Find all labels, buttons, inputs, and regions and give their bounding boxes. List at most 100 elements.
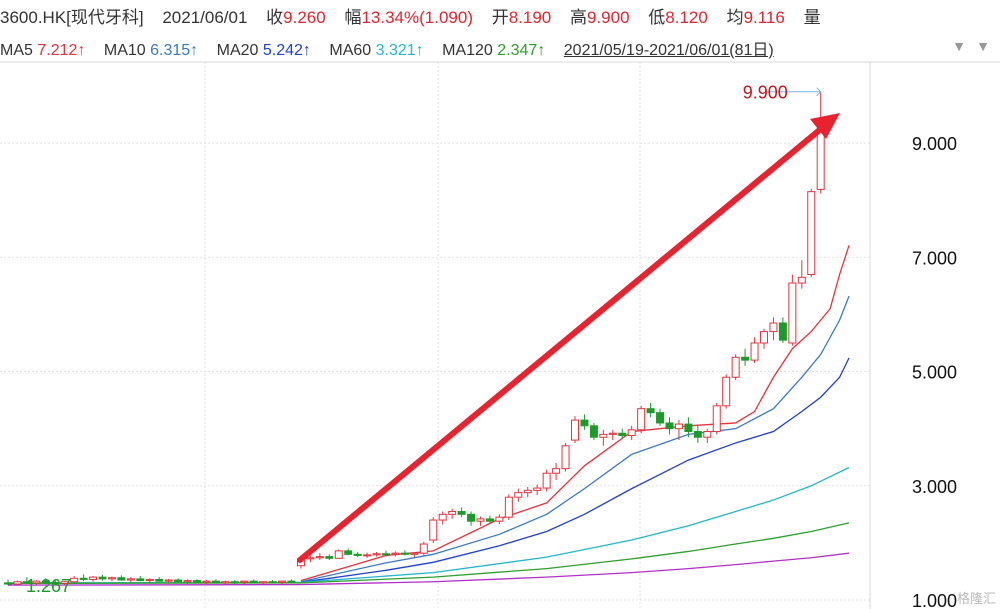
candle bbox=[750, 337, 759, 363]
ma10-value: 6.315↑ bbox=[150, 42, 199, 59]
candle-body bbox=[79, 577, 88, 580]
candle-body bbox=[249, 580, 258, 584]
candle-body bbox=[22, 581, 31, 584]
candle-body bbox=[126, 578, 135, 581]
candle bbox=[193, 578, 201, 583]
candle bbox=[325, 554, 334, 561]
candle-body bbox=[495, 516, 504, 522]
quote-date: 2021/06/01 bbox=[162, 8, 248, 27]
high-label: 高 bbox=[570, 8, 587, 27]
candle-body bbox=[211, 580, 220, 584]
candle bbox=[523, 486, 532, 498]
candle bbox=[60, 581, 69, 586]
open-value: 8.190 bbox=[508, 8, 552, 27]
candle bbox=[797, 260, 806, 289]
high-annotation-arrow bbox=[816, 87, 822, 97]
candle bbox=[637, 405, 646, 434]
candle bbox=[174, 578, 183, 583]
ma-line-ma60 bbox=[7, 466, 850, 584]
ma120-value: 2.347↑ bbox=[497, 42, 546, 59]
candle bbox=[353, 552, 362, 558]
more-icon[interactable]: ▼ bbox=[976, 38, 990, 54]
candle-body bbox=[353, 553, 362, 556]
candle bbox=[429, 517, 438, 543]
candle-body bbox=[599, 433, 608, 438]
candle-body bbox=[315, 556, 324, 559]
date-range[interactable]: 2021/05/19-2021/06/01(81日) bbox=[563, 42, 774, 59]
ma60-value: 3.321↑ bbox=[375, 42, 424, 59]
candle-body bbox=[107, 577, 116, 580]
candle bbox=[731, 354, 740, 381]
candle bbox=[419, 541, 428, 556]
candle-body bbox=[202, 580, 211, 583]
candle bbox=[514, 488, 523, 502]
candle bbox=[561, 442, 570, 472]
candle bbox=[155, 577, 164, 582]
candle bbox=[211, 579, 220, 584]
candle-body bbox=[589, 425, 598, 438]
candle bbox=[32, 580, 41, 585]
candle bbox=[589, 422, 598, 441]
open-label: 开 bbox=[491, 8, 509, 27]
candle-body bbox=[797, 276, 806, 284]
candle bbox=[580, 414, 589, 430]
candle bbox=[665, 417, 674, 435]
volume-label: 量 bbox=[803, 8, 821, 27]
candle bbox=[656, 408, 665, 426]
candle-body bbox=[561, 445, 570, 470]
candle bbox=[703, 428, 712, 443]
candle-body bbox=[637, 408, 646, 431]
close-value: 9.260 bbox=[283, 8, 326, 27]
candle bbox=[646, 402, 655, 418]
candle-body bbox=[32, 580, 41, 584]
candle-body bbox=[693, 431, 702, 438]
avg-label: 均 bbox=[726, 8, 744, 27]
candle bbox=[278, 580, 287, 585]
candle-body bbox=[608, 432, 617, 435]
ma-legend: MA5 7.212↑ MA10 6.315↑ MA20 5.242↑ MA60 … bbox=[0, 36, 774, 59]
candle bbox=[807, 188, 816, 278]
candle bbox=[334, 549, 343, 559]
candle-body bbox=[514, 492, 523, 498]
candle-body bbox=[164, 579, 173, 582]
candle-body bbox=[769, 322, 778, 333]
candle bbox=[98, 574, 107, 581]
ma-line-ma10 bbox=[300, 295, 850, 583]
candle bbox=[89, 576, 98, 582]
ma60-label: MA60 bbox=[329, 42, 372, 59]
quote-header: 3600.HK[现代牙科] 2021/06/01 收9.260 幅13.34%(… bbox=[0, 3, 821, 27]
ma120-label: MA120 bbox=[442, 42, 493, 59]
candle-body bbox=[816, 127, 825, 190]
candle-body bbox=[467, 513, 476, 522]
candle bbox=[363, 552, 372, 558]
candle-body bbox=[4, 582, 12, 585]
ticker-label[interactable]: 3600.HK[现代牙科] bbox=[0, 8, 144, 27]
candle bbox=[268, 580, 277, 584]
candle-body bbox=[580, 419, 589, 427]
candle-body bbox=[618, 432, 627, 437]
candle-body bbox=[60, 581, 69, 584]
candle-body bbox=[372, 553, 381, 556]
candle-body bbox=[788, 282, 797, 344]
candle bbox=[504, 494, 513, 521]
candle bbox=[741, 348, 750, 366]
candle-body bbox=[438, 513, 447, 521]
candle bbox=[693, 425, 702, 443]
candle bbox=[788, 274, 797, 346]
candle-body bbox=[240, 580, 249, 583]
candle bbox=[202, 580, 211, 585]
candle bbox=[476, 516, 485, 526]
change-value: 13.34%(1.090) bbox=[361, 8, 473, 27]
candle bbox=[183, 579, 192, 585]
candle-body bbox=[542, 472, 551, 489]
candle-body bbox=[646, 408, 655, 414]
candle bbox=[816, 91, 825, 194]
triangle-down-icon[interactable]: ▼ bbox=[952, 38, 966, 54]
candle bbox=[769, 317, 778, 341]
candle bbox=[760, 328, 768, 349]
low-label: 低 bbox=[648, 8, 666, 27]
candle bbox=[448, 508, 457, 519]
candle-body bbox=[174, 579, 183, 583]
candle-body bbox=[89, 576, 98, 580]
candle-body bbox=[419, 543, 428, 554]
